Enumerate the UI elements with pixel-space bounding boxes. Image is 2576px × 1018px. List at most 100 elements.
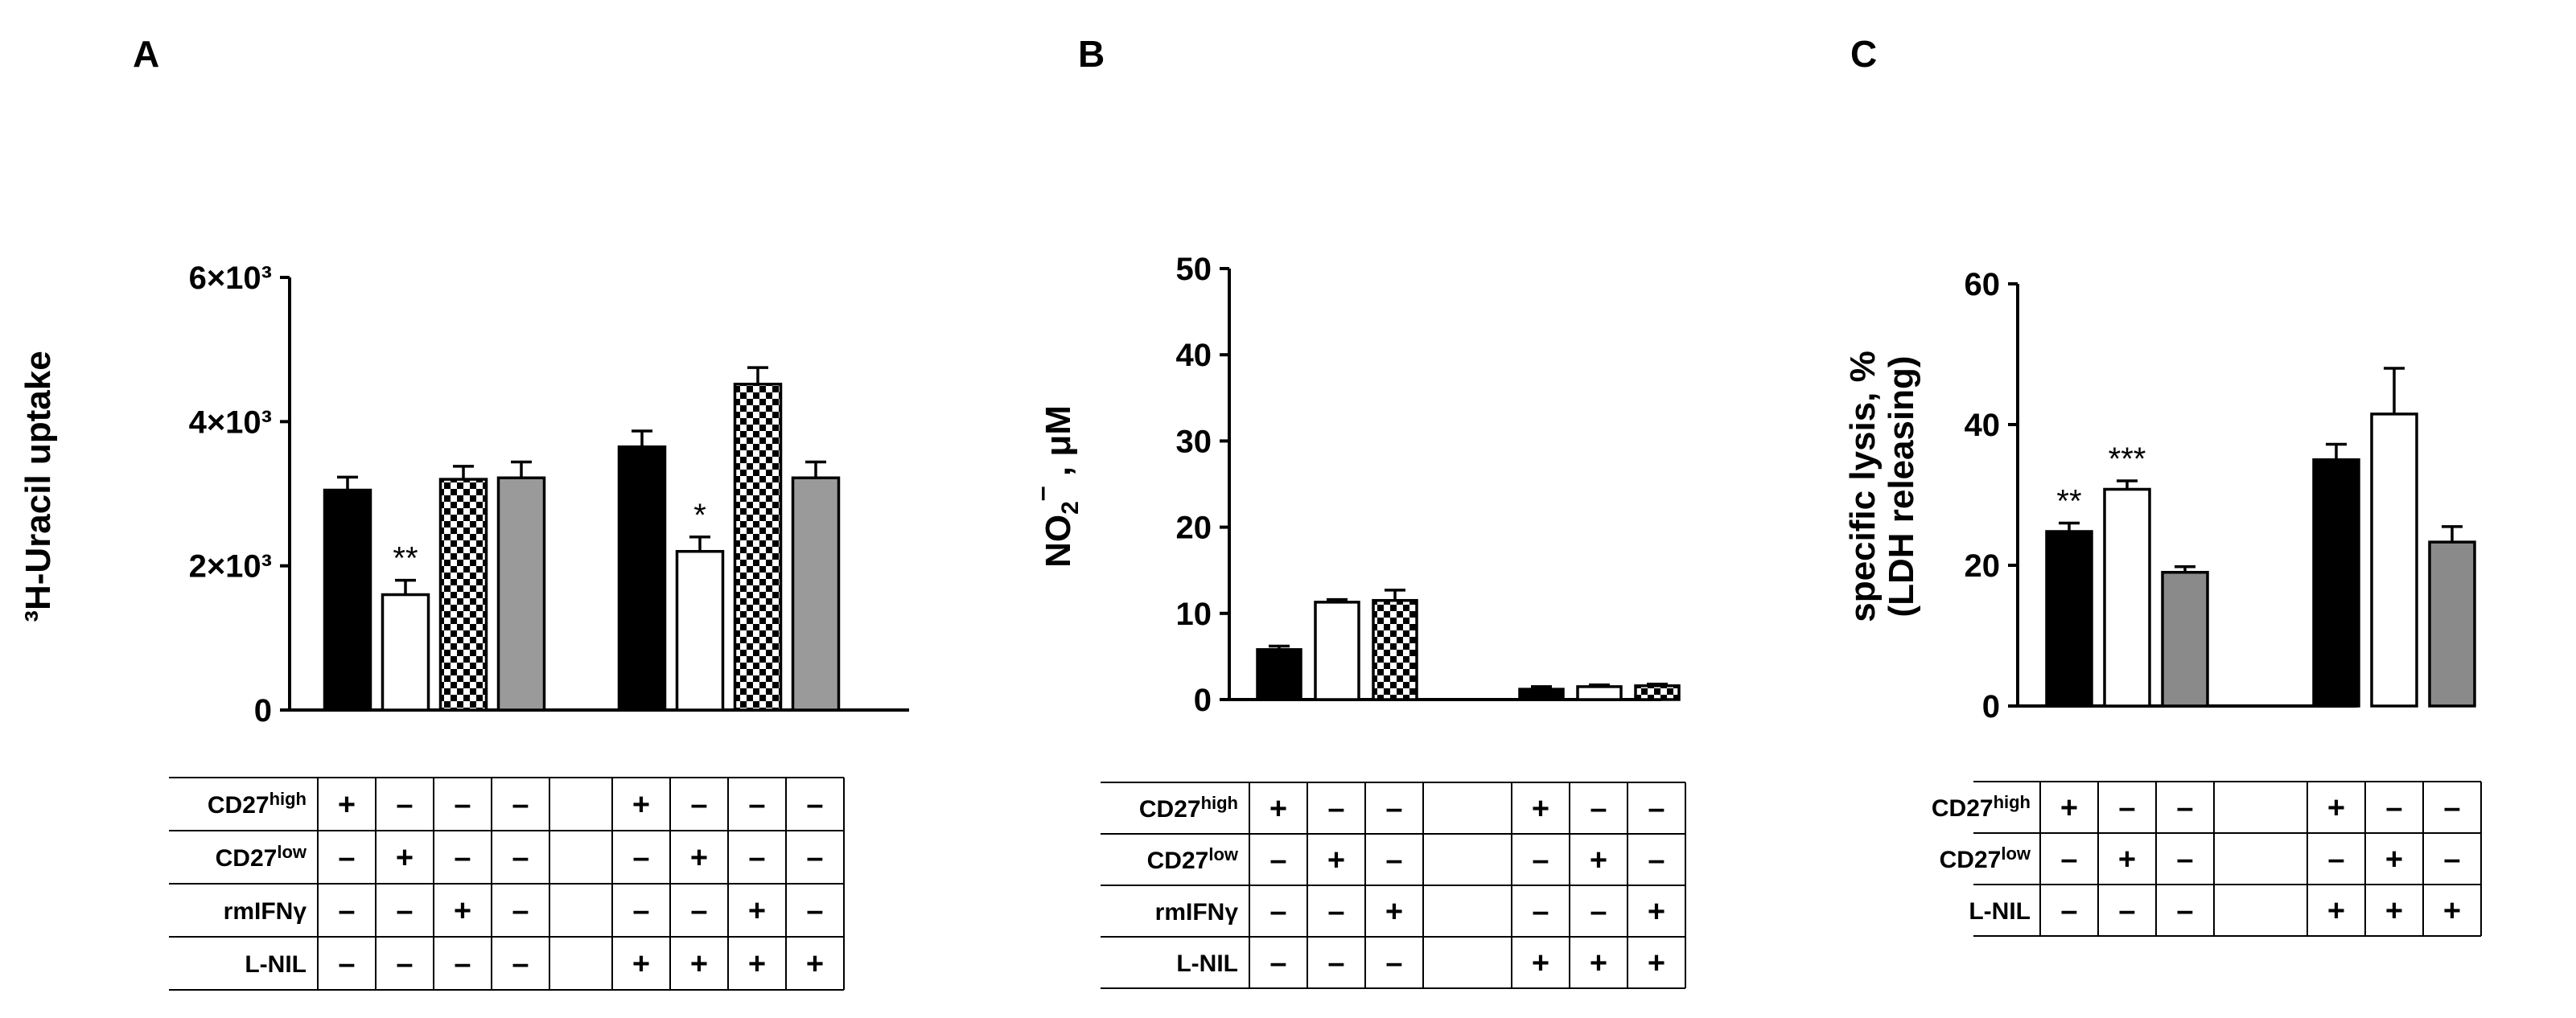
- chart-c-y-axis: 0 20 40 60: [1965, 267, 2357, 725]
- chart-b-y-tick-label: 30: [1176, 424, 1212, 459]
- chart-a-significance-mark: **: [393, 541, 418, 577]
- chart-c-ylabel-line1: specific lysis, %: [1843, 351, 1883, 622]
- chart-b-table-cell: –: [1385, 844, 1402, 877]
- chart-a-table-cell: –: [748, 841, 765, 875]
- chart-b-y-tick-label: 10: [1176, 597, 1212, 632]
- chart-a-table-cell: –: [454, 947, 471, 981]
- chart-a-table-row-label: L-NIL: [245, 951, 307, 978]
- chart-b-table-cell: –: [1385, 792, 1402, 826]
- chart-a-bar: [438, 478, 488, 712]
- chart-c-table-cell: –: [2176, 843, 2193, 876]
- chart-b-bar: [1634, 684, 1681, 701]
- chart-c-table-row-label: CD27low: [1940, 844, 2031, 873]
- chart-a-y-tick-label: 4×10³: [189, 404, 272, 440]
- chart-b-bar: [1576, 685, 1623, 701]
- chart-a-table-cell: –: [632, 841, 649, 875]
- table-row-label-sup: low: [2001, 844, 2031, 864]
- chart-c-table-cell: –: [2118, 894, 2135, 928]
- chart-b-table-row-label: CD27high: [1139, 793, 1238, 823]
- chart-c-significance-mark: ***: [2109, 441, 2146, 477]
- chart-a-y-tick-label: 0: [254, 693, 272, 729]
- table-row-label-main: rmIFNγ: [1155, 899, 1239, 926]
- panel-letter-a: A: [133, 33, 159, 75]
- table-row-label-main: L-NIL: [245, 951, 307, 978]
- chart-a-table-row-label: rmIFNγ: [224, 898, 307, 925]
- chart-b-table-cell: –: [1327, 792, 1344, 826]
- chart-a-table-cell: +: [690, 841, 708, 875]
- chart-c-ylabel-line2: (LDH releasing): [1882, 355, 1921, 617]
- chart-a-table-cell: +: [632, 788, 650, 822]
- chart-a-table-row-label: CD27high: [208, 789, 307, 819]
- chart-b-bar: [1518, 688, 1565, 701]
- chart-c-bar: [2161, 571, 2209, 708]
- chart-a-table-cell: –: [338, 947, 355, 981]
- chart-a-y-tick-label: 6×10³: [189, 261, 272, 296]
- chart-b-bar: [1372, 598, 1418, 701]
- chart-c-y-tick-label: 20: [1965, 548, 2001, 584]
- chart-b-table-cell: +: [1385, 895, 1403, 929]
- chart-c-condition-table: CD27high + – – + – –CD27low – + – – + –L-NIL – – – + + +: [1932, 781, 2482, 937]
- chart-b-ylabel-sup: –: [1027, 486, 1057, 501]
- table-row-label-main: CD27: [1139, 796, 1201, 823]
- chart-b-ylabel: NO2– , μM: [1027, 405, 1084, 568]
- chart-a-y-tick-label: 2×10³: [189, 549, 272, 585]
- chart-b-table-cell: –: [1532, 844, 1549, 877]
- chart-c-bar: [2428, 540, 2476, 708]
- chart-a-significance-mark: *: [693, 498, 706, 533]
- table-row-label-main: CD27: [208, 792, 270, 819]
- chart-b-table-cell: –: [1269, 844, 1286, 877]
- table-row-label-main: L-NIL: [1969, 898, 2031, 925]
- chart-a-ylabel: ³H-Uracil uptake: [19, 351, 58, 622]
- table-row-label-main: L-NIL: [1176, 950, 1238, 977]
- chart-c-table-cell: –: [2385, 791, 2402, 825]
- chart-b-table-cell: –: [1269, 895, 1286, 929]
- chart-c: specific lysis, % (LDH releasing) 0 20 40 6…: [1843, 267, 2482, 937]
- chart-c-table-cell: –: [2118, 791, 2135, 825]
- chart-a-bar: [733, 382, 783, 712]
- chart-b-y-tick-label: 20: [1176, 511, 1212, 546]
- table-row-label-main: CD27: [1147, 848, 1209, 874]
- chart-b-ylabel-main: NO: [1039, 515, 1078, 568]
- panel-letter-c: C: [1850, 33, 1877, 75]
- chart-b-table-cell: –: [1590, 792, 1607, 826]
- chart-b-table-cell: +: [1327, 844, 1345, 877]
- chart-b-table-cell: –: [1327, 895, 1344, 929]
- chart-b-y-tick-label: 40: [1176, 338, 1212, 373]
- chart-b-table-cell: –: [1327, 946, 1344, 980]
- chart-c-table-cell: –: [2443, 791, 2460, 825]
- chart-c-table-cell: –: [2176, 894, 2193, 928]
- chart-b-y-axis: 0 10 20 30 40 50: [1176, 252, 1661, 718]
- chart-a-bar: [791, 476, 841, 712]
- chart-c-significance-mark: **: [2056, 484, 2081, 519]
- table-row-label-main: CD27: [1932, 795, 1994, 822]
- chart-c-table-cell: –: [2060, 894, 2077, 928]
- chart-c-table-cell: –: [2060, 843, 2077, 876]
- chart-a-table-cell: –: [338, 894, 355, 928]
- chart-a-bar: [496, 476, 546, 712]
- chart-b-table-cell: +: [1532, 792, 1549, 826]
- chart-c-bar: [2045, 530, 2093, 708]
- chart-a-table-cell: +: [454, 894, 471, 928]
- chart-a-table-cell: –: [690, 894, 707, 928]
- chart-a-table-cell: +: [338, 788, 356, 822]
- chart-a-table-cell: –: [396, 947, 413, 981]
- chart-b-table-row-label: L-NIL: [1176, 950, 1238, 977]
- chart-c-bar: [2370, 413, 2418, 708]
- chart-c-y-tick-label: 40: [1965, 408, 2001, 443]
- chart-a-table-cell: –: [806, 841, 823, 875]
- chart-c-y-tick-label: 0: [1982, 689, 2000, 725]
- table-row-label-sup: high: [1994, 792, 2031, 812]
- chart-a-bar: [675, 549, 725, 712]
- chart-c-bar: [2312, 458, 2360, 708]
- chart-a-table-cell: –: [512, 894, 529, 928]
- chart-b-table-cell: –: [1648, 792, 1665, 826]
- chart-a-condition-table: CD27high + – – – + – – –CD27low – + – – – + – –rmIFNγ – – +…: [169, 777, 845, 991]
- chart-b-table-cell: +: [1648, 946, 1665, 980]
- chart-a-table-cell: –: [396, 788, 413, 822]
- chart-b-y-tick-label: 50: [1176, 252, 1212, 287]
- chart-c-table-cell: +: [2060, 791, 2078, 825]
- chart-a-bars: ***: [323, 366, 841, 712]
